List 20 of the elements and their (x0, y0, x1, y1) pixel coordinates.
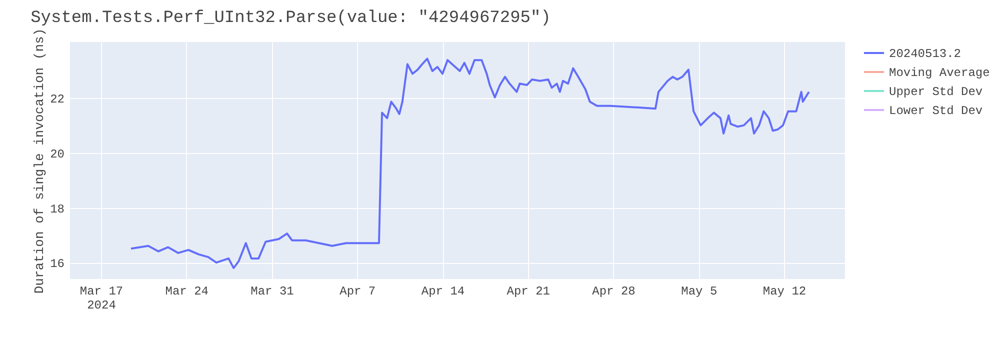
line-series (130, 58, 810, 270)
legend-label: Lower Std Dev (889, 104, 983, 118)
y-tick-label: 16 (50, 257, 64, 272)
x-tick-label: May 5 (681, 284, 718, 298)
y-tick-label: 20 (50, 147, 64, 162)
x-tick-label: Apr 28 (592, 284, 636, 298)
y-tick-label: 22 (50, 92, 64, 107)
x-tick-label: Apr 7 (340, 284, 376, 298)
x-tick-label: Apr 14 (421, 284, 465, 298)
legend-label: Upper Std Dev (889, 85, 983, 99)
y-axis-title: Duration of single invocation (ns) (32, 28, 48, 294)
legend-label: 20240513.2 (889, 47, 962, 61)
x-tick-label: Mar 17 2024 (80, 284, 124, 312)
x-tick-label: May 12 (762, 284, 806, 298)
x-tick-label: Apr 21 (506, 284, 550, 298)
legend-label: Moving Average (889, 66, 990, 80)
x-tick-label: Mar 31 (250, 284, 294, 298)
chart-title: System.Tests.Perf_UInt32.Parse(value: "4294967295") (30, 8, 551, 28)
x-tick-label: Mar 24 (165, 284, 208, 298)
y-tick-label: 18 (50, 202, 64, 216)
